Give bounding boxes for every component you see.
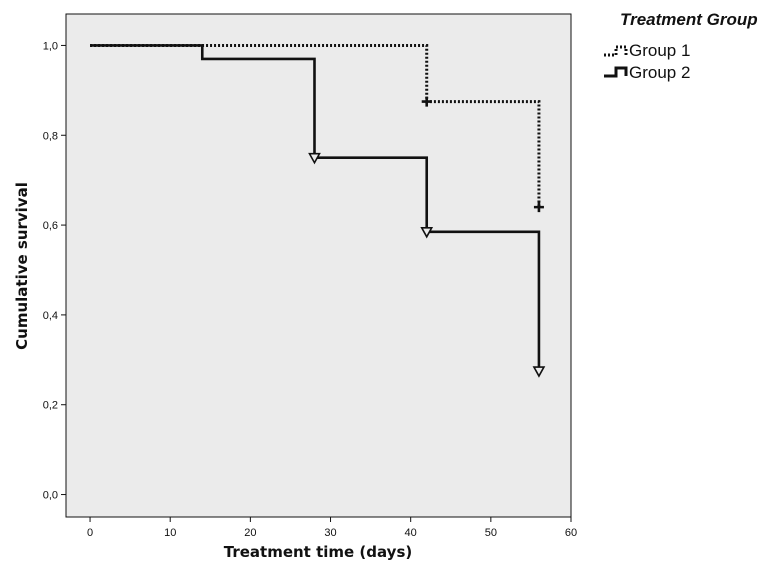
legend-swatch-group-2 — [604, 66, 628, 78]
y-tick-label: 0,6 — [43, 220, 58, 232]
y-tick-label: 0,0 — [43, 490, 58, 502]
y-axis: 0,0 0,2 0,4 0,6 0,8 1,0 — [43, 40, 66, 502]
censor-marker-triangle — [308, 152, 321, 165]
x-axis: 0 10 20 30 40 50 60 — [87, 517, 577, 539]
y-tick-label: 0,8 — [43, 130, 58, 142]
x-tick-label: 10 — [164, 527, 176, 539]
legend-title: Treatment Group — [620, 10, 758, 29]
plot-area — [65, 13, 572, 518]
legend-swatch-group-1 — [604, 45, 628, 57]
censor-marker-triangle — [532, 366, 546, 378]
x-axis-title: Treatment time (days) — [224, 543, 412, 561]
x-tick-label: 50 — [485, 527, 497, 539]
x-tick-label: 40 — [405, 527, 417, 539]
legend-item-group-2: Group 2 — [604, 63, 690, 82]
series-layer — [90, 43, 546, 378]
censor-marker-triangle — [420, 227, 434, 239]
censor-marker-plus — [533, 202, 544, 213]
x-tick-label: 20 — [244, 527, 256, 539]
y-axis-title: Cumulative survival — [13, 182, 31, 350]
censor-marker-plus — [421, 96, 432, 107]
legend-label-group-2: Group 2 — [629, 63, 690, 82]
legend-label-group-1: Group 1 — [629, 41, 690, 60]
y-tick-label: 0,2 — [43, 400, 58, 412]
y-tick-label: 0,4 — [43, 310, 58, 322]
y-tick-label: 1,0 — [43, 40, 58, 52]
legend-item-group-1: Group 1 — [604, 41, 690, 60]
x-tick-label: 0 — [87, 527, 93, 539]
x-tick-label: 30 — [324, 527, 336, 539]
x-tick-label: 60 — [565, 527, 577, 539]
